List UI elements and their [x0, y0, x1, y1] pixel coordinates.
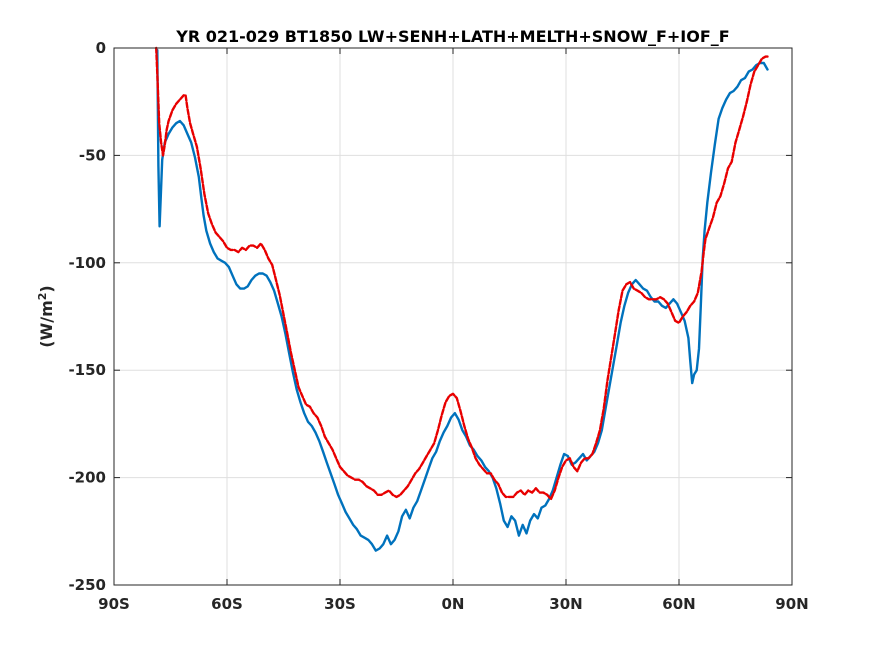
x-tick-labels: 90S 60S 30S 0N 30N 60N 90N	[98, 595, 809, 613]
chart-title: YR 021-029 BT1850 LW+SENH+LATH+MELTH+SNO…	[175, 27, 729, 46]
y-tick-label: -200	[68, 469, 106, 487]
x-tick-label: 30N	[549, 595, 582, 613]
y-axis-label: (W/m2)	[36, 285, 56, 347]
y-axis-label-close: )	[37, 285, 56, 292]
x-tick-label: 60N	[662, 595, 695, 613]
series-line-2	[154, 46, 769, 501]
x-tick-label: 90S	[98, 595, 130, 613]
y-tick-label: -250	[68, 576, 106, 594]
x-tick-label: 30S	[324, 595, 356, 613]
y-axis-label-superscript: 2	[36, 293, 49, 301]
x-tick-label: 0N	[442, 595, 465, 613]
y-tick-labels: 0 -50 -100 -150 -200 -250	[68, 39, 106, 594]
y-tick-label: -100	[68, 254, 106, 272]
y-tick-label: -50	[79, 146, 106, 164]
grid-lines	[114, 48, 792, 585]
series-line-1	[156, 48, 769, 552]
x-tick-label: 60S	[211, 595, 243, 613]
y-tick-label: -150	[68, 361, 106, 379]
y-tick-label: 0	[96, 39, 106, 57]
x-tick-label: 90N	[775, 595, 808, 613]
series-layer	[154, 46, 769, 552]
tick-marks	[113, 47, 793, 586]
y-axis-label-main: (W/m	[37, 300, 56, 347]
